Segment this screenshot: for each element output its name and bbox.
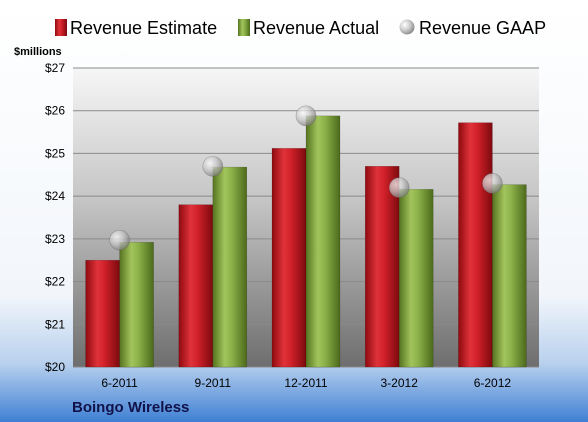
y-tick-label: $24 (45, 189, 65, 203)
bar-revenue-estimate-3-2012 (364, 165, 400, 368)
y-axis-label: $millions (14, 46, 62, 58)
y-tick-label: $20 (45, 360, 65, 374)
bars (85, 115, 527, 368)
company-name: Boingo Wireless (72, 399, 189, 416)
y-tick-label: $27 (45, 61, 65, 75)
legend-swatch-revenue-actual (238, 19, 250, 36)
bar-revenue-actual-6-2011 (119, 242, 154, 368)
legend-marker-revenue-gaap (399, 19, 415, 35)
x-tick-label: 6-2012 (474, 376, 512, 390)
bar-revenue-estimate-6-2011 (85, 259, 120, 368)
bar-revenue-actual-9-2011 (212, 166, 248, 368)
y-tick-label: $21 (45, 317, 65, 331)
bar-revenue-actual-3-2012 (398, 189, 434, 368)
x-tick-label: 3-2012 (381, 376, 419, 390)
marker-revenue-gaap-12-2011 (295, 105, 317, 127)
y-tick-labels: $20 $21 $22 $23 $24 $25 $26 $27 (45, 61, 65, 374)
y-tick-label: $26 (45, 104, 65, 118)
bar-revenue-actual-6-2012 (492, 184, 527, 368)
y-tick-label: $25 (45, 146, 65, 160)
bar-revenue-actual-12-2011 (305, 115, 341, 368)
legend-swatch-revenue-estimate (55, 19, 67, 36)
marker-revenue-gaap-9-2011 (202, 155, 224, 177)
legend-label-revenue-actual: Revenue Actual (253, 18, 379, 38)
marker-revenue-gaap-6-2012 (482, 173, 503, 194)
bar-revenue-estimate-6-2012 (458, 122, 493, 368)
bar-revenue-estimate-12-2011 (271, 148, 307, 368)
bar-revenue-estimate-9-2011 (178, 204, 214, 368)
legend-label-revenue-estimate: Revenue Estimate (70, 18, 217, 38)
legend: Revenue Estimate Revenue Actual Revenue … (55, 18, 546, 38)
gaap-markers (109, 105, 503, 251)
y-tick-label: $23 (45, 232, 65, 246)
x-tick-label: 9-2011 (195, 376, 232, 390)
marker-revenue-gaap-3-2012 (388, 177, 410, 198)
x-tick-label: 6-2011 (101, 376, 138, 390)
y-tick-label: $22 (45, 275, 65, 289)
marker-revenue-gaap-6-2011 (109, 229, 130, 251)
legend-label-revenue-gaap: Revenue GAAP (419, 18, 546, 38)
x-tick-label: 12-2011 (284, 376, 327, 390)
x-tick-labels: 6-2011 9-2011 12-2011 3-2012 6-2012 (101, 376, 511, 390)
